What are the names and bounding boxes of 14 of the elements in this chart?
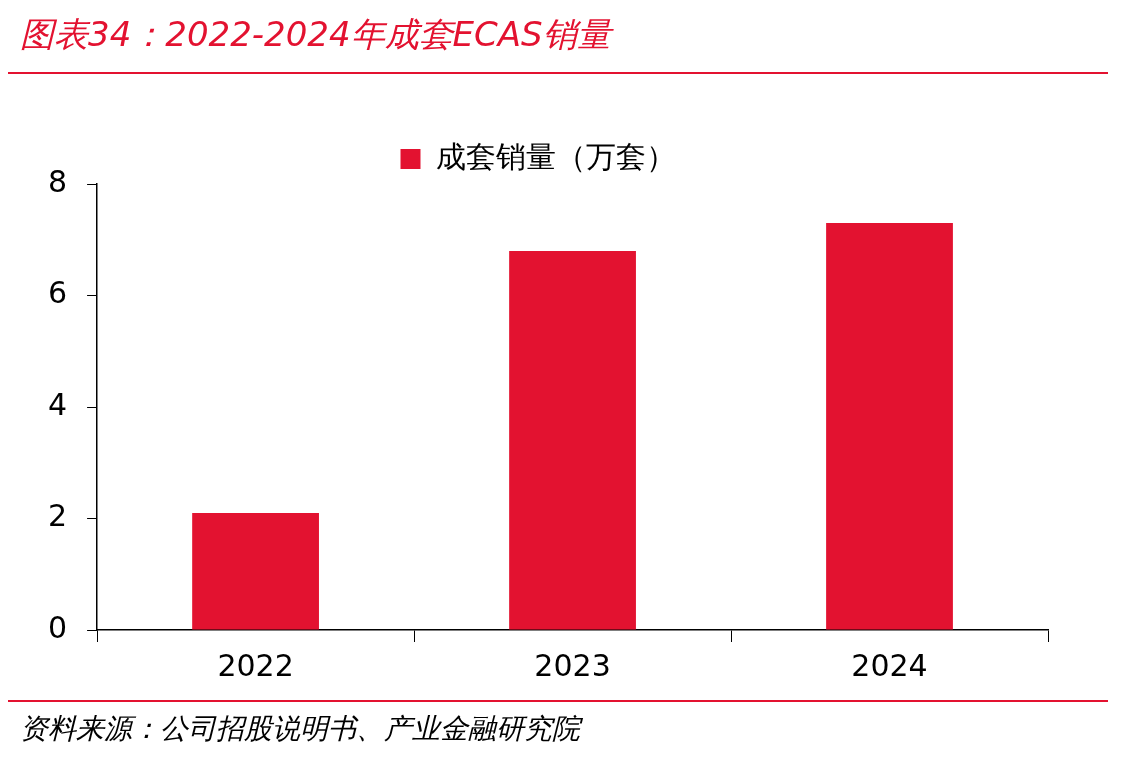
text: 资料来源：公司招股说明书、产业金融研究院: [20, 711, 584, 747]
bar: [509, 250, 636, 630]
x-tick-label: 2022: [217, 647, 294, 683]
y-tick-label: 4: [47, 386, 68, 422]
x-tick-label: 2024: [851, 647, 928, 683]
y-tick-label: 6: [47, 275, 68, 311]
bar: [192, 512, 319, 630]
y-tick-label: 0: [47, 609, 68, 645]
bar: [826, 223, 953, 630]
x-tick-label: 2023: [534, 647, 611, 683]
legend-label: 成套销量（万套）: [435, 138, 676, 174]
y-tick-label: 2: [47, 498, 68, 534]
y-tick-label: 8: [47, 163, 68, 199]
chart-title: 图表34：2022-2024年成套ECAS销量: [8, 8, 1108, 74]
